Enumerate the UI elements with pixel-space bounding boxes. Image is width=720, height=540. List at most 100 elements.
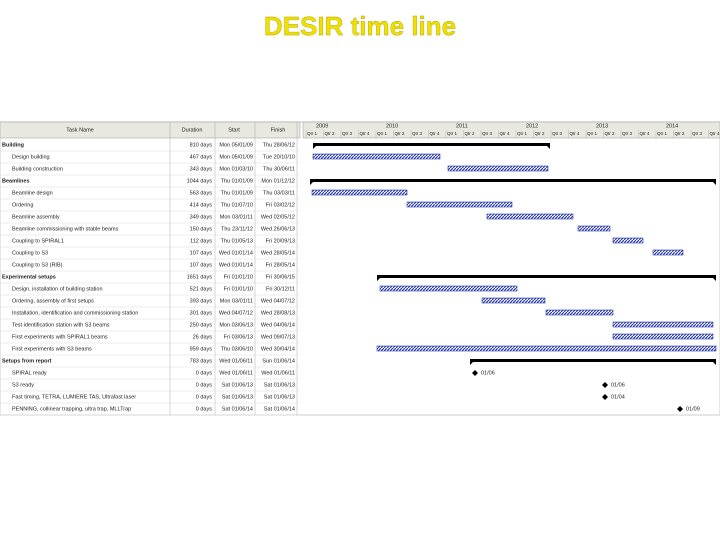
quarter-label: Qtr 4 [500, 131, 510, 136]
quarter-label: Qtr 1 [587, 131, 597, 136]
task-name: Coupling to S3 (RIB) [12, 262, 63, 268]
task-finish: Wed 26/06/13 [261, 226, 295, 232]
task-start: Wed 04/07/12 [219, 310, 253, 316]
milestone [472, 370, 478, 376]
task-bar [577, 225, 611, 232]
task-name: Building construction [12, 166, 63, 172]
year-label: 2013 [596, 123, 608, 129]
task-start: Thu 01/05/13 [221, 238, 253, 244]
task-name: Building [2, 142, 24, 148]
task-bar [379, 285, 518, 292]
quarter-label: Qtr 4 [430, 131, 440, 136]
task-start: Mon 01/03/10 [219, 166, 253, 172]
task-start: Sat 01/06/13 [222, 394, 253, 400]
task-duration: 393 days [190, 298, 213, 304]
task-duration: 467 days [190, 154, 213, 160]
task-start: Thu 01/07/10 [221, 202, 253, 208]
task-start: Mon 03/01/11 [220, 298, 253, 304]
task-start: Wed 01/06/11 [219, 370, 253, 376]
task-bar [612, 333, 714, 340]
column-header: Duration [182, 127, 203, 133]
quarter-label: Qtr 3 [412, 131, 422, 136]
task-finish: Sat 01/06/13 [264, 382, 295, 388]
task-start: Thu 01/01/09 [221, 190, 253, 196]
task-duration: 0 days [196, 382, 212, 388]
task-duration: 150 days [190, 226, 213, 232]
task-name: Beamlines [2, 178, 30, 184]
task-duration: 1651 days [187, 274, 213, 280]
task-start: Mon 03/06/13 [219, 322, 253, 328]
task-finish: Fri 30/12/11 [266, 286, 295, 292]
task-finish: Thu 30/06/11 [263, 166, 295, 172]
task-duration: 810 days [190, 142, 213, 148]
task-name: Installation, identification and commiss… [12, 310, 138, 316]
task-start: Thu 03/06/10 [221, 346, 253, 352]
year-label: 2009 [316, 123, 328, 129]
task-duration: 521 days [190, 286, 213, 292]
task-name: Coupling to SPIRAL1 [12, 238, 64, 244]
task-finish: Wed 04/07/12 [261, 298, 295, 304]
task-duration: 563 days [190, 190, 213, 196]
task-finish: Sat 01/06/14 [264, 406, 295, 412]
slide-title: DESIR time line [264, 11, 456, 41]
task-name: Test identification station with S3 beam… [12, 322, 110, 328]
milestone [602, 382, 608, 388]
milestone-label: 01/04 [611, 394, 625, 400]
task-bar [447, 165, 549, 172]
task-finish: Fri 30/06/15 [266, 274, 295, 280]
task-start: Fri 01/01/10 [224, 286, 253, 292]
year-label: 2011 [456, 123, 468, 129]
task-finish: Sat 01/06/13 [264, 394, 295, 400]
task-start: Wed 01/01/14 [219, 262, 253, 268]
task-bar [481, 297, 546, 304]
task-duration: 112 days [190, 238, 212, 244]
quarter-label: Qtr 1 [517, 131, 527, 136]
task-name: First experiments with SPIRAL1 beams [12, 334, 108, 340]
task-bar [612, 237, 644, 244]
task-start: Wed 01/01/14 [219, 250, 253, 256]
task-duration: 1044 days [187, 178, 213, 184]
task-finish: Wed 28/08/13 [261, 310, 295, 316]
task-finish: Wed 01/06/11 [261, 370, 295, 376]
task-name: Coupling to S3 [12, 250, 48, 256]
quarter-label: Qtr 3 [552, 131, 562, 136]
task-name: Ordering, assembly of first setups [12, 298, 94, 304]
task-start: Fri 03/06/13 [224, 334, 253, 340]
year-label: 2012 [526, 123, 538, 129]
task-duration: 301 days [190, 310, 213, 316]
task-name: S3 ready [12, 382, 34, 388]
task-duration: 349 days [190, 214, 213, 220]
task-name: Design, installation of building station [12, 286, 103, 292]
column-header: Start [228, 127, 240, 133]
task-name: Beamline commissioning with stable beams [12, 226, 119, 232]
quarter-label: Qtr 3 [692, 131, 702, 136]
quarter-label: Qtr 1 [657, 131, 667, 136]
quarter-label: Qtr 4 [710, 131, 720, 136]
task-finish: Wed 04/06/14 [261, 322, 295, 328]
task-start: Mon 05/01/09 [219, 154, 253, 160]
task-name: Design building [12, 154, 50, 160]
quarter-label: Qtr 2 [395, 131, 405, 136]
quarter-label: Qtr 1 [307, 131, 317, 136]
task-bar [545, 309, 614, 316]
quarter-label: Qtr 3 [622, 131, 632, 136]
task-finish: Fri 28/05/14 [266, 262, 295, 268]
task-finish: Fri 20/09/13 [266, 238, 295, 244]
task-start: Thu 23/11/12 [221, 226, 253, 232]
quarter-label: Qtr 1 [377, 131, 387, 136]
task-bar [486, 213, 574, 220]
task-start: Fri 01/01/10 [224, 274, 253, 280]
milestone-label: 01/09 [686, 406, 700, 412]
milestone-label: 01/06 [481, 370, 495, 376]
task-finish: Tue 20/10/10 [263, 154, 295, 160]
quarter-label: Qtr 1 [447, 131, 457, 136]
quarter-label: Qtr 2 [605, 131, 615, 136]
task-name: Beamline design [12, 190, 53, 196]
task-name: Fast timing, TETRA, LUMIERE TAS, Ultrafa… [12, 394, 136, 400]
task-start: Mon 03/01/11 [220, 214, 253, 220]
task-name: Experimental setups [2, 274, 56, 280]
task-duration: 959 days [190, 346, 213, 352]
task-name: PENNING, collinear trapping, ultra trap,… [12, 406, 131, 412]
task-finish: Mon 01/12/12 [261, 178, 295, 184]
